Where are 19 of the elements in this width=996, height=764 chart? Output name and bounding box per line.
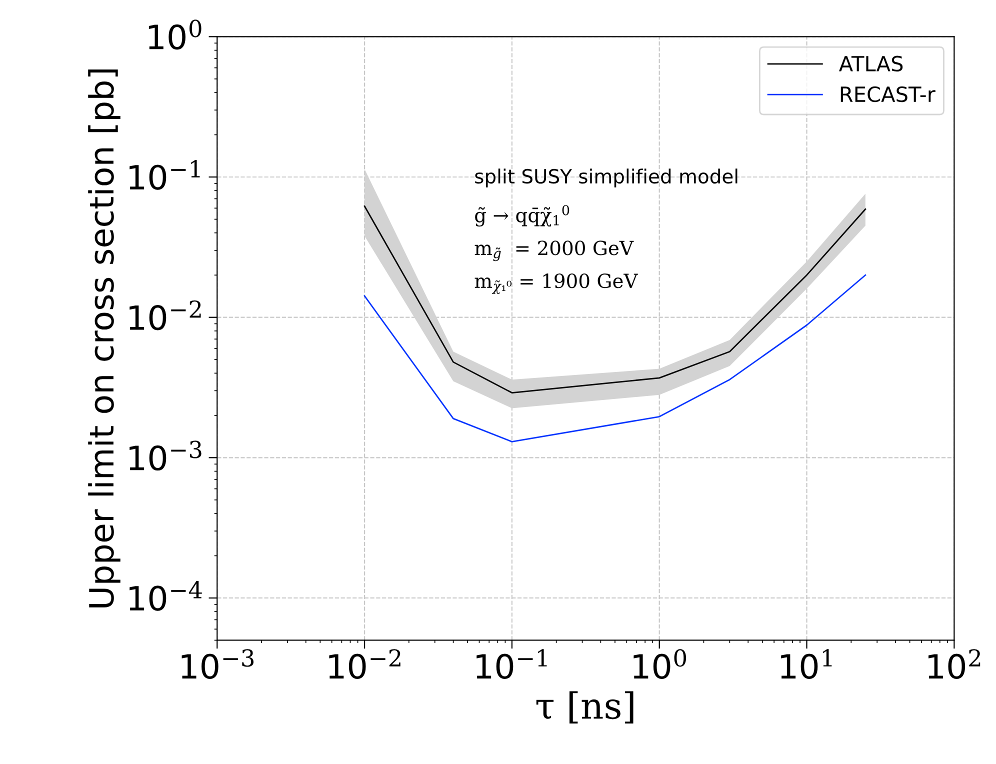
y-tick-label: 10$^{−1}$ <box>130 160 200 190</box>
x-tick-label: 10$^{−2}$ <box>329 649 400 679</box>
y-tick-label: 10$^{−3}$ <box>130 440 202 471</box>
y-axis-title: Upper limit on cross section [pb] <box>88 70 120 608</box>
x-tick-label: 10$^{1}$ <box>781 649 832 679</box>
x-tick-label: 10$^{0}$ <box>634 649 686 679</box>
x-axis-title: τ [ns] <box>536 691 634 724</box>
y-tick-label: 10$^{0}$ <box>148 20 202 50</box>
annotation: m$_{χ̃₁⁰}$ = 1900 GeV <box>474 273 638 294</box>
annotation: split SUSY simplified model <box>475 168 738 188</box>
y-tick-label: 10$^{−2}$ <box>130 300 201 330</box>
annotation: m$_{g̃}$ = 2000 GeV <box>474 240 634 262</box>
x-tick-label: 10$^{2}$ <box>928 649 980 679</box>
legend-label: ATLAS <box>839 56 903 72</box>
x-tick-label: 10$^{−3}$ <box>182 649 254 679</box>
x-tick-label: 10$^{−1}$ <box>476 649 547 679</box>
annotation: g̃ → qq̄χ̃$_{1}$$^{0}$ <box>475 205 570 227</box>
legend-label: RECAST-r <box>840 86 936 102</box>
y-tick-label: 10$^{−4}$ <box>130 580 202 611</box>
